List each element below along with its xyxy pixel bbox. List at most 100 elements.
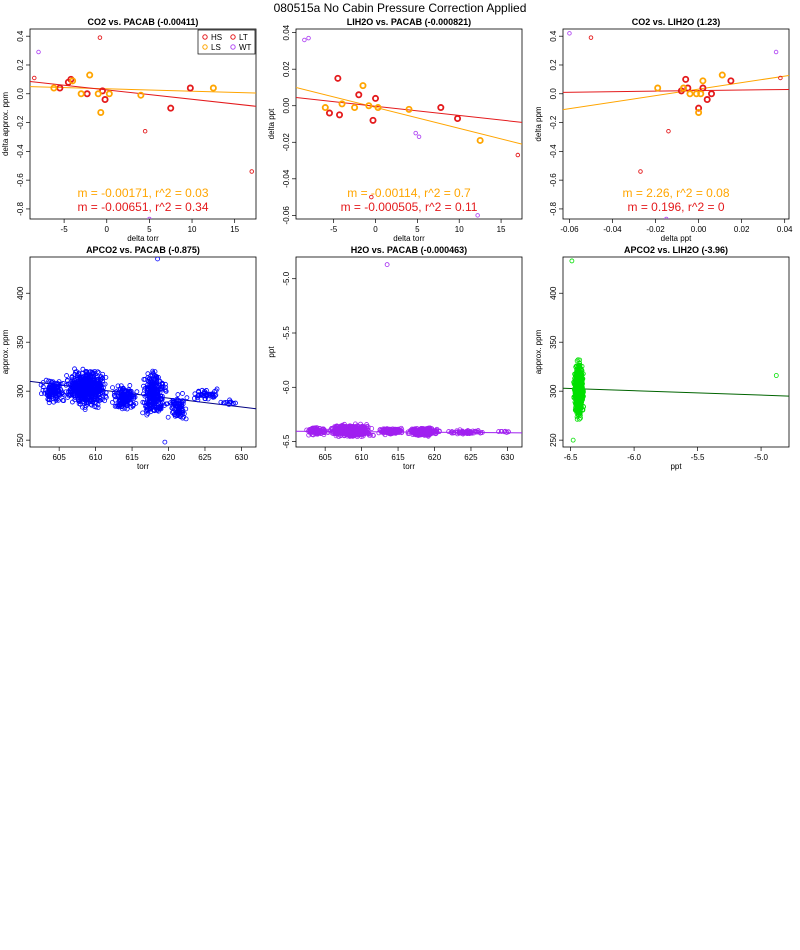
outlier-point — [773, 373, 779, 378]
x-tick-label: -6.0 — [627, 453, 641, 462]
data-point — [69, 77, 77, 85]
series-WT — [302, 35, 480, 218]
data-point — [95, 385, 101, 390]
data-point — [365, 425, 371, 431]
data-point — [180, 408, 186, 414]
x-tick-label: -5 — [330, 225, 338, 234]
data-point — [333, 428, 338, 434]
data-point — [307, 427, 313, 432]
data-point — [202, 396, 208, 402]
fit-annotation: m = -0.00114, r^2 = 0.7 — [347, 186, 471, 200]
outlier-point — [155, 257, 160, 262]
data-point — [157, 378, 163, 384]
data-point — [84, 373, 89, 379]
chart-title: CO2 vs. PACAB (-0.00411) — [88, 17, 199, 27]
chart-panel-3: CO2 vs. LIH2O (1.23) -0.06 -0.04 -0.02 0.00 0… — [534, 17, 793, 243]
series-LT — [588, 35, 783, 174]
legend-marker — [230, 44, 236, 50]
legend-label: WT — [239, 43, 252, 52]
data-point — [231, 400, 236, 406]
chart-panel-1: CO2 vs. PACAB (-0.00411) -5 0 5 10 15 -0.8 -0.6… — [1, 17, 257, 243]
data-point — [84, 400, 89, 406]
data-point — [574, 381, 580, 387]
data-point — [89, 379, 95, 385]
data-point — [54, 390, 60, 396]
data-point — [51, 386, 57, 392]
legend-marker — [202, 44, 208, 50]
data-point — [575, 412, 581, 417]
data-point — [98, 374, 104, 380]
data-point — [504, 430, 510, 435]
data-point — [416, 134, 422, 140]
data-point — [336, 431, 342, 437]
data-point — [148, 409, 154, 415]
data-point — [90, 382, 96, 388]
y-tick-label: 350 — [16, 335, 25, 349]
x-tick-label: 610 — [89, 453, 103, 462]
data-point — [78, 396, 84, 402]
outlier-point — [569, 258, 575, 264]
data-point — [249, 169, 254, 174]
data-point — [172, 413, 178, 419]
legend-label: LT — [239, 33, 248, 42]
data-point — [149, 379, 155, 385]
x-tick-label: 10 — [188, 225, 197, 234]
data-point — [184, 395, 190, 401]
data-point — [588, 35, 594, 40]
fit-annotation: m = 2.26, r^2 = 0.08 — [622, 186, 729, 200]
data-point — [60, 398, 66, 403]
data-point — [144, 406, 150, 412]
data-point — [68, 386, 74, 392]
legend-entry-WT: WT — [230, 43, 252, 52]
y-tick-label: 0.02 — [282, 61, 291, 77]
data-point — [359, 82, 367, 90]
data-point — [100, 378, 106, 384]
data-point — [173, 403, 179, 408]
data-point — [340, 422, 345, 428]
data-point — [114, 390, 120, 396]
data-point — [155, 393, 161, 398]
data-point — [567, 31, 572, 36]
data-point — [666, 128, 671, 134]
data-point — [351, 104, 359, 112]
plot-frame — [29, 28, 257, 220]
series-WT — [36, 49, 152, 219]
legend-entry-LT: LT — [230, 33, 248, 42]
data-point — [369, 116, 377, 124]
data-point — [77, 393, 83, 399]
data-point — [233, 400, 238, 406]
data-point — [94, 90, 102, 98]
y-tick-label: -6.5 — [282, 434, 291, 448]
fit-line — [296, 86, 522, 145]
y-tick-label: -0.4 — [549, 144, 558, 158]
x-tick-label: -5.0 — [754, 453, 768, 462]
data-point — [499, 428, 505, 434]
data-point — [142, 128, 148, 134]
x-tick-label: 10 — [455, 225, 464, 234]
data-point — [214, 386, 220, 392]
chart-panel-4: APCO2 vs. PACAB (-0.875) 605 610 615 620 625 6… — [1, 245, 257, 471]
chart-title: CO2 vs. LIH2O (1.23) — [632, 17, 721, 27]
data-point — [405, 105, 413, 113]
data-point — [83, 90, 91, 98]
data-point — [578, 375, 583, 381]
x-tick-label: -5 — [61, 225, 69, 234]
data-point — [157, 395, 162, 401]
data-point — [437, 104, 445, 112]
data-point — [365, 424, 371, 430]
data-point — [334, 74, 342, 82]
plot-area — [30, 35, 256, 219]
data-point — [577, 357, 583, 363]
y-axis-label: delta ppt — [267, 108, 276, 139]
x-axis-label: delta torr — [393, 234, 425, 243]
x-tick-label: 615 — [125, 453, 139, 462]
data-point — [338, 100, 346, 108]
fit-annotation: m = -0.00171, r^2 = 0.03 — [77, 186, 208, 200]
data-point — [44, 390, 50, 395]
data-point — [64, 373, 69, 378]
x-tick-label: 620 — [428, 453, 442, 462]
data-point — [103, 390, 109, 396]
data-point — [574, 416, 580, 422]
x-tick-label: 0 — [373, 225, 378, 234]
x-tick-label: 630 — [501, 453, 515, 462]
